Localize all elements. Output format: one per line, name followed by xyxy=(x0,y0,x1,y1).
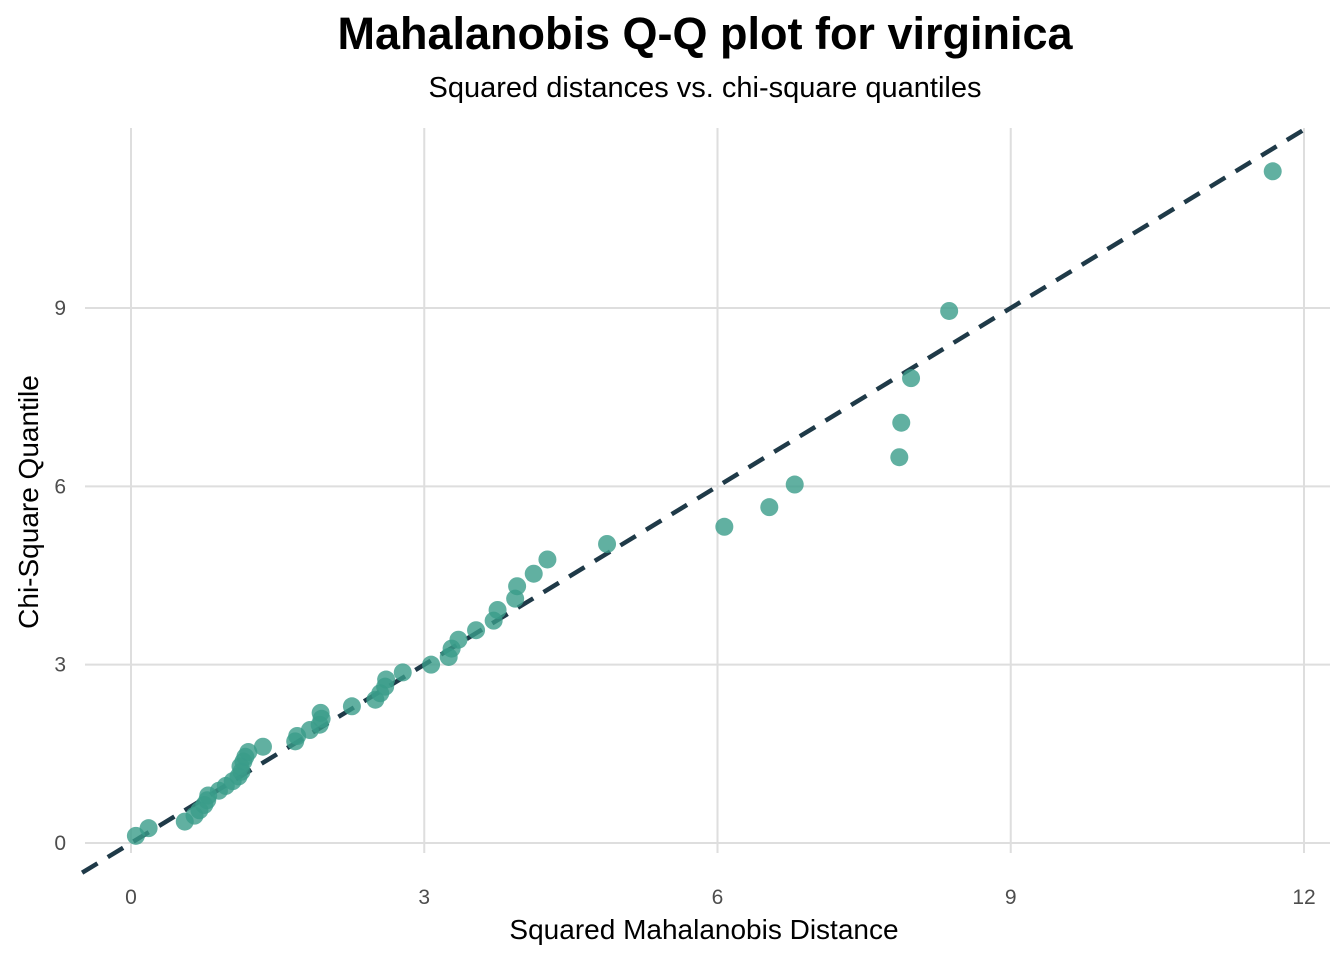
data-point xyxy=(239,743,258,762)
x-tick-label: 3 xyxy=(418,886,430,909)
grid-lines xyxy=(85,128,1330,853)
data-point xyxy=(449,630,468,649)
y-tick-label: 9 xyxy=(54,297,66,320)
chart-subtitle: Squared distances vs. chi-square quantil… xyxy=(428,72,982,104)
data-point xyxy=(488,600,507,619)
x-tick-label: 12 xyxy=(1292,886,1315,909)
x-tick-label: 6 xyxy=(712,886,724,909)
data-point xyxy=(311,703,330,722)
data-point xyxy=(902,369,921,388)
data-point xyxy=(892,413,911,432)
data-point xyxy=(508,577,527,596)
y-tick-label: 6 xyxy=(54,475,66,498)
x-tick-label: 9 xyxy=(1005,886,1017,909)
data-points xyxy=(126,162,1282,845)
data-point xyxy=(890,448,909,467)
chart-title: Mahalanobis Q-Q plot for virginica xyxy=(337,8,1073,59)
data-point xyxy=(342,697,361,716)
data-point xyxy=(253,737,272,756)
reference-line-group xyxy=(80,127,1306,875)
data-point xyxy=(785,475,804,494)
data-point xyxy=(940,301,959,320)
axis-ticks: 0 3 6 9 12 0 3 6 9 xyxy=(54,297,1315,909)
reference-line xyxy=(80,127,1306,875)
data-point xyxy=(1263,162,1282,181)
y-tick-label: 0 xyxy=(54,832,66,855)
x-axis-title: Squared Mahalanobis Distance xyxy=(509,914,898,945)
x-tick-label: 0 xyxy=(125,886,137,909)
data-point xyxy=(715,517,734,536)
data-point xyxy=(139,819,158,838)
data-point xyxy=(598,534,617,553)
data-point xyxy=(760,498,779,517)
y-tick-label: 3 xyxy=(54,654,66,677)
data-point xyxy=(393,663,412,682)
data-point xyxy=(377,670,396,689)
data-point xyxy=(524,564,543,583)
data-point xyxy=(538,550,557,569)
y-axis-title: Chi-Square Quantile xyxy=(13,375,44,629)
data-point xyxy=(422,655,441,674)
data-point xyxy=(467,621,486,640)
